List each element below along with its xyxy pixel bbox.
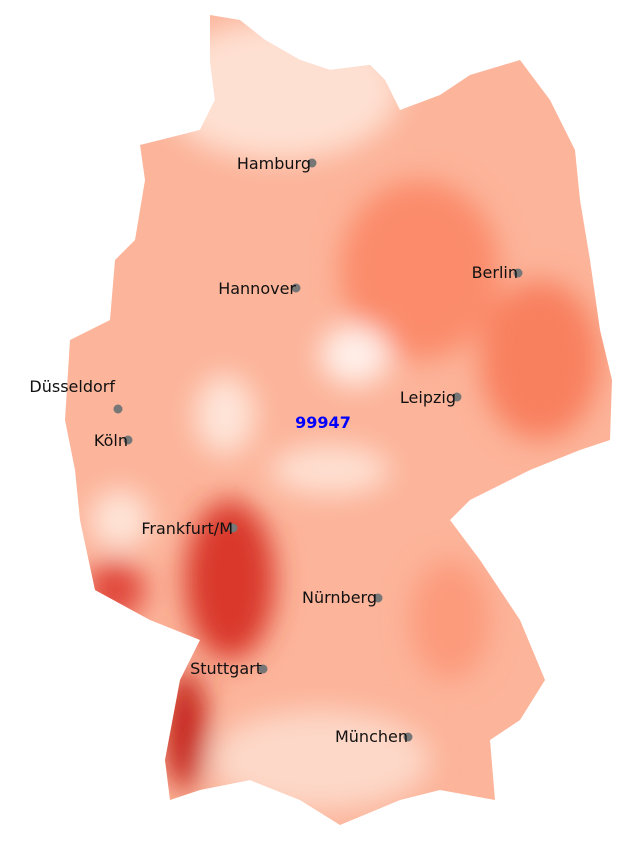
city-dot xyxy=(513,268,523,278)
city-dot xyxy=(307,158,317,168)
city-dot xyxy=(228,523,238,533)
city-label: Leipzig xyxy=(400,388,456,407)
city-label: Hannover xyxy=(218,279,296,298)
city-dot xyxy=(291,283,301,293)
city-label: Frankfurt/M xyxy=(141,519,233,538)
city-label: Nürnberg xyxy=(302,588,377,607)
city-berlin: Berlin xyxy=(472,263,523,282)
city-stuttgart: Stuttgart xyxy=(190,659,268,678)
city-label: Köln xyxy=(94,431,128,450)
city-label: Düsseldorf xyxy=(29,377,115,396)
city-dot xyxy=(258,664,268,674)
city-label: Berlin xyxy=(472,263,518,282)
city-duesseldorf: Düsseldorf xyxy=(29,377,123,414)
highlighted-postcode-label: 99947 xyxy=(295,413,351,432)
city-dot xyxy=(403,732,413,742)
city-hamburg: Hamburg xyxy=(237,154,317,173)
city-label: Stuttgart xyxy=(190,659,262,678)
city-frankfurt: Frankfurt/M xyxy=(141,519,238,538)
city-markers: Hamburg Hannover Berlin Düsseldorf Köln … xyxy=(29,154,523,746)
city-koeln: Köln xyxy=(94,431,133,450)
city-nuernberg: Nürnberg xyxy=(302,588,383,607)
city-dot xyxy=(373,593,383,603)
city-muenchen: München xyxy=(335,727,413,746)
city-label: München xyxy=(335,727,408,746)
city-dot xyxy=(452,392,462,402)
city-hannover: Hannover xyxy=(218,279,301,298)
city-leipzig: Leipzig xyxy=(400,388,462,407)
city-dot xyxy=(123,435,133,445)
city-dot xyxy=(113,404,123,414)
city-label: Hamburg xyxy=(237,154,311,173)
